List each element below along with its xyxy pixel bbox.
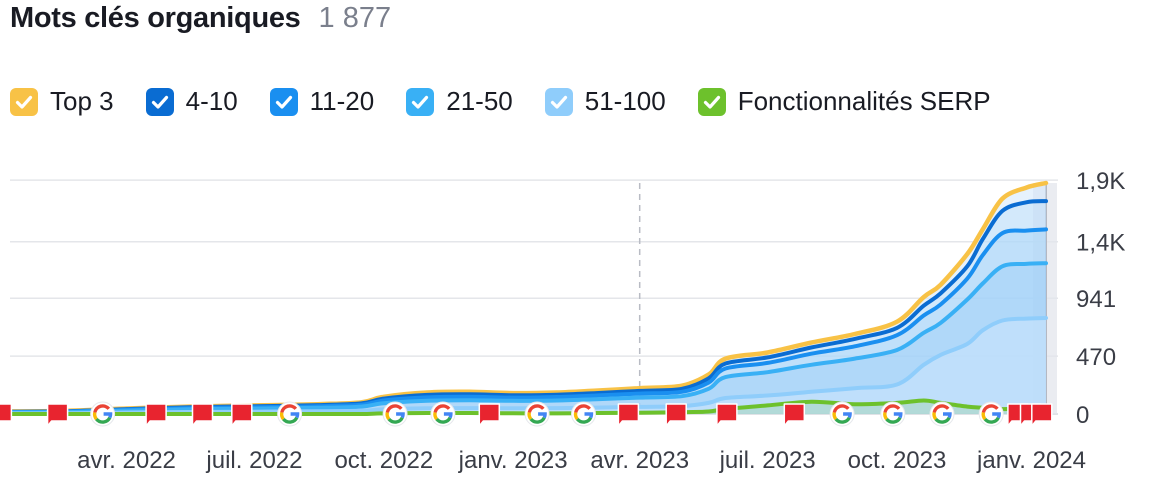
check-icon[interactable] bbox=[697, 87, 726, 116]
x-tick-label: janv. 2023 bbox=[458, 447, 568, 474]
x-tick-label: avr. 2022 bbox=[77, 447, 176, 474]
check-icon[interactable] bbox=[269, 87, 298, 116]
y-tick-label: 941 bbox=[1076, 286, 1116, 313]
chart-title: Mots clés organiques bbox=[10, 2, 301, 34]
legend-item-21-50[interactable]: 21-50 bbox=[406, 86, 513, 117]
legend-label: Fonctionnalités SERP bbox=[737, 86, 991, 116]
flag-icon[interactable] bbox=[665, 403, 687, 427]
flag-icon[interactable] bbox=[617, 403, 640, 427]
y-tick-label: 1,4K bbox=[1076, 230, 1125, 257]
google-icon[interactable] bbox=[829, 401, 855, 427]
legend-label: 21-50 bbox=[446, 86, 513, 116]
x-tick-label: oct. 2022 bbox=[334, 447, 433, 474]
flag-icon[interactable] bbox=[46, 403, 69, 427]
google-icon[interactable] bbox=[382, 401, 408, 427]
google-icon[interactable] bbox=[524, 401, 550, 427]
x-tick-label: janv. 2024 bbox=[976, 447, 1086, 474]
chart-header: Mots clés organiques 1 877 bbox=[10, 2, 391, 46]
y-tick-label: 0 bbox=[1076, 402, 1089, 429]
x-tick-label: avr. 2023 bbox=[590, 447, 689, 474]
flag-icon[interactable] bbox=[716, 403, 738, 427]
keywords-area-chart: 0 470 941 1,4K 1,9K avr. 2022 juil. 2022 oct. 2… bbox=[0, 168, 1125, 474]
google-icon[interactable] bbox=[880, 401, 906, 427]
google-icon[interactable] bbox=[571, 401, 596, 427]
x-tick-label: juil. 2022 bbox=[205, 447, 302, 474]
flag-icon[interactable] bbox=[145, 403, 167, 427]
area-top3 bbox=[0, 183, 1046, 414]
google-icon[interactable] bbox=[978, 401, 1004, 427]
check-icon[interactable] bbox=[406, 87, 435, 116]
flag-icon[interactable] bbox=[478, 403, 501, 427]
legend-item-51-100[interactable]: 51-100 bbox=[544, 86, 666, 117]
google-icon[interactable] bbox=[90, 401, 116, 427]
flag-icon[interactable] bbox=[231, 403, 253, 427]
legend: Top 3 4-10 11-20 21-50 51-100 Fonctionna… bbox=[10, 86, 991, 117]
legend-item-top3[interactable]: Top 3 bbox=[10, 86, 114, 117]
y-tick-label: 470 bbox=[1076, 344, 1116, 371]
legend-label: 11-20 bbox=[309, 86, 375, 116]
x-tick-label: oct. 2023 bbox=[848, 447, 947, 474]
check-icon[interactable] bbox=[145, 87, 174, 116]
flag-icon[interactable] bbox=[783, 403, 806, 427]
google-icon[interactable] bbox=[430, 401, 456, 427]
legend-label: 51-100 bbox=[584, 86, 666, 116]
x-tick-label: juil. 2023 bbox=[719, 447, 816, 474]
legend-item-4-10[interactable]: 4-10 bbox=[145, 86, 238, 117]
flag-icon[interactable] bbox=[1031, 403, 1053, 427]
check-icon[interactable] bbox=[10, 87, 38, 116]
legend-label: Top 3 bbox=[50, 86, 114, 116]
legend-label: 4-10 bbox=[185, 86, 238, 116]
keyword-count: 1 877 bbox=[318, 2, 392, 34]
area-21-50 bbox=[0, 263, 1046, 414]
event-markers bbox=[0, 401, 1053, 427]
google-icon[interactable] bbox=[277, 401, 303, 427]
legend-item-11-20[interactable]: 11-20 bbox=[269, 86, 375, 117]
google-icon[interactable] bbox=[929, 401, 955, 427]
y-tick-label: 1,9K bbox=[1076, 168, 1125, 195]
legend-item-serp-features[interactable]: Fonctionnalités SERP bbox=[697, 86, 991, 117]
check-icon[interactable] bbox=[544, 87, 573, 116]
flag-icon[interactable] bbox=[191, 403, 214, 427]
flag-icon[interactable] bbox=[0, 403, 13, 426]
